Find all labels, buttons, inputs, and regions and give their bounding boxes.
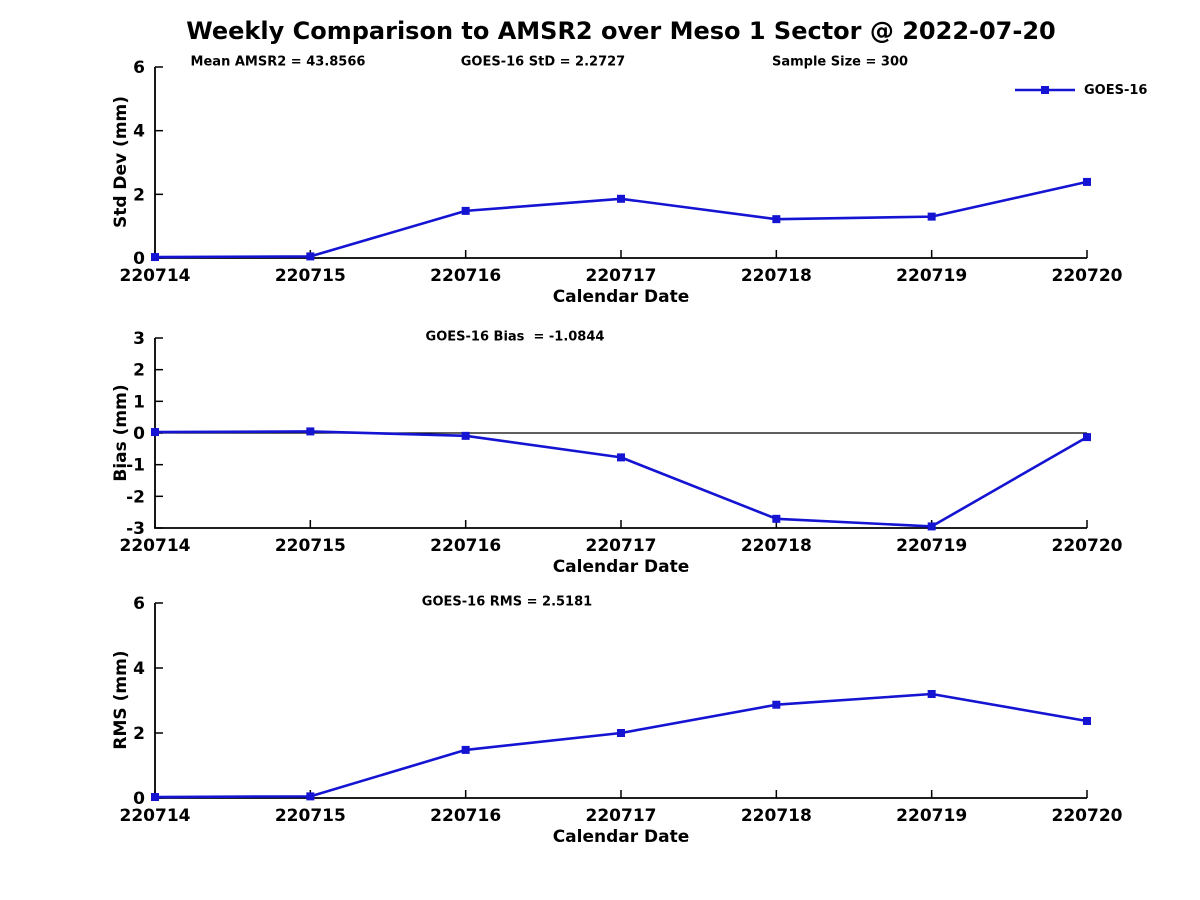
y-tick-label: 6: [133, 58, 145, 78]
data-point-marker: [151, 428, 159, 437]
x-tick-label: 220720: [1052, 536, 1123, 556]
x-tick-label: 220716: [430, 536, 501, 556]
y-tick-label: 0: [133, 424, 145, 444]
x-tick-label: 220714: [120, 266, 191, 286]
y-tick-label: 0: [133, 249, 145, 269]
data-point-marker: [772, 700, 781, 709]
data-point-marker: [1083, 433, 1091, 442]
data-line: [153, 430, 1089, 528]
x-tick-label: 220714: [120, 806, 191, 826]
data-line: [153, 180, 1089, 259]
data-point-marker: [1083, 716, 1091, 725]
annotation-goes16-bias: GOES-16 Bias = -1.0844: [425, 329, 605, 345]
x-tick-label: 220717: [586, 536, 657, 556]
x-tick-label: 220717: [586, 266, 657, 286]
xlabel-calendar-date-2: Calendar Date: [552, 557, 690, 577]
x-tick-label: 220715: [275, 266, 346, 286]
annotation-goes16-std: GOES-16 StD = 2.2727: [460, 54, 626, 70]
x-tick-label: 220716: [430, 806, 501, 826]
y-tick-label: 2: [133, 724, 145, 744]
y-tick-label: 1: [133, 392, 145, 412]
x-tick-label: 220719: [896, 266, 967, 286]
x-tick-label: 220719: [896, 536, 967, 556]
data-point-marker: [461, 431, 470, 440]
data-point-marker: [617, 453, 625, 462]
legend-line-sample: [1015, 86, 1075, 94]
x-tick-label: 220718: [741, 266, 812, 286]
data-point-marker: [151, 793, 159, 802]
x-tick-label: 220718: [741, 806, 812, 826]
x-tick-label: 220715: [275, 536, 346, 556]
annotation-goes16-rms: GOES-16 RMS = 2.5181: [421, 594, 593, 610]
data-line: [153, 692, 1089, 799]
y-tick-label: 4: [133, 659, 145, 679]
x-tick-label: 220720: [1052, 266, 1123, 286]
x-tick-label: 220716: [430, 266, 501, 286]
data-point-marker: [151, 253, 159, 262]
y-tick-label: 0: [133, 789, 145, 809]
data-point-marker: [772, 514, 781, 523]
xlabel-calendar-date-1: Calendar Date: [552, 287, 690, 307]
y-tick-label: 2: [133, 361, 145, 381]
figure-title: Weekly Comparison to AMSR2 over Meso 1 S…: [186, 17, 1056, 45]
data-point-marker: [461, 206, 470, 215]
legend-marker-icon: [1041, 86, 1049, 94]
data-point-marker: [306, 252, 315, 261]
y-tick-label: 6: [133, 594, 145, 614]
y-tick-label: -1: [126, 456, 145, 476]
data-point-marker: [306, 427, 315, 436]
x-tick-label: 220720: [1052, 806, 1123, 826]
data-point-marker: [306, 792, 315, 801]
data-point-marker: [772, 215, 781, 224]
legend: GOES-16: [1014, 82, 1147, 98]
y-tick-label: 3: [133, 329, 145, 349]
y-tick-label: -3: [126, 519, 145, 539]
x-tick-label: 220714: [120, 536, 191, 556]
legend-series-label: GOES-16: [1084, 82, 1148, 98]
annotation-mean-amsr2: Mean AMSR2 = 43.8566: [190, 54, 366, 70]
y-tick-label: 2: [133, 185, 145, 205]
data-point-marker: [461, 745, 470, 754]
x-tick-label: 220715: [275, 806, 346, 826]
data-point-marker: [927, 522, 936, 531]
data-point-marker: [617, 194, 625, 203]
y-tick-label: -2: [126, 487, 145, 507]
data-point-marker: [927, 212, 936, 221]
x-tick-label: 220718: [741, 536, 812, 556]
xlabel-calendar-date-3: Calendar Date: [552, 827, 690, 847]
x-tick-label: 220719: [896, 806, 967, 826]
data-point-marker: [1083, 177, 1091, 186]
data-point-marker: [927, 690, 936, 698]
y-tick-label: 4: [133, 122, 145, 142]
x-tick-label: 220717: [586, 806, 657, 826]
data-point-marker: [617, 729, 625, 737]
annotation-sample-size: Sample Size = 300: [771, 54, 909, 70]
